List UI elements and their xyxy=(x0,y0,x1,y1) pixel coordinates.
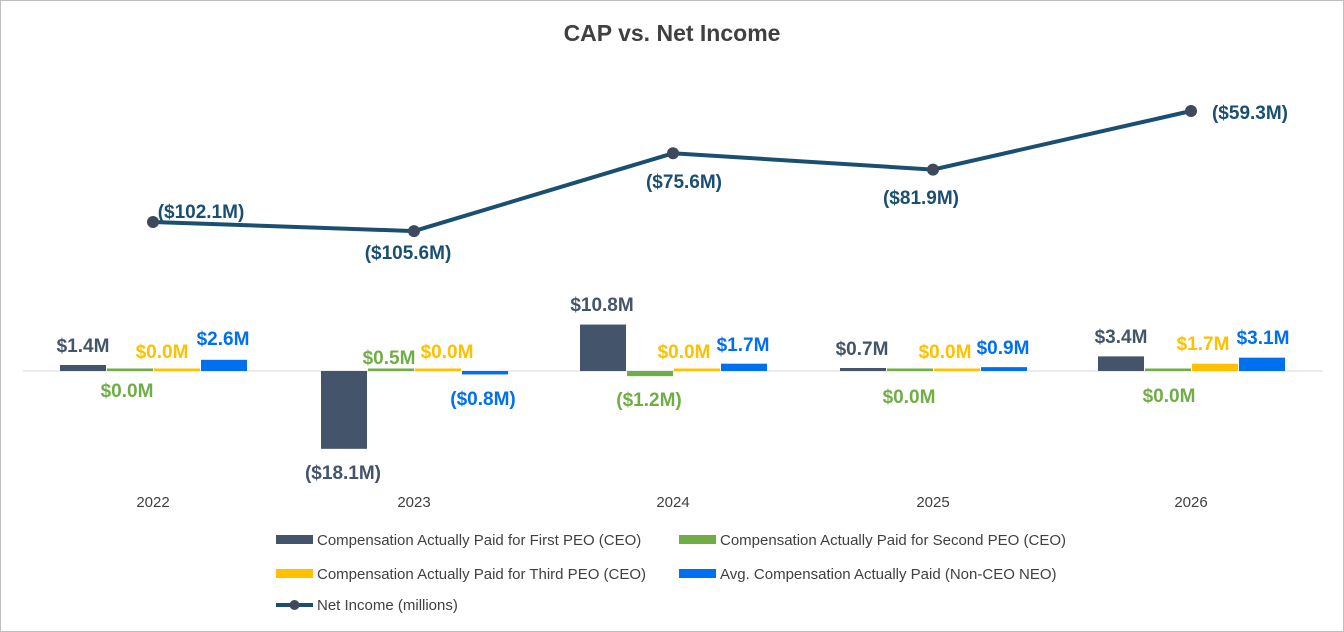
legend-swatch-3 xyxy=(276,569,313,578)
legend-swatch-2 xyxy=(679,535,716,544)
data-label-series1-2026: $3.4M xyxy=(1095,327,1148,348)
bar-series3-2026 xyxy=(1192,363,1238,371)
data-label-series1-2022: $1.4M xyxy=(57,336,110,357)
data-label-series2-2024: ($1.2M) xyxy=(616,390,681,411)
data-label-series2-2025: $0.0M xyxy=(883,387,936,408)
net-income-point-2025 xyxy=(927,163,939,176)
net-income-label-2024: ($75.6M) xyxy=(646,172,722,193)
bar-series4-2023 xyxy=(462,371,508,375)
data-label-series1-2023: ($18.1M) xyxy=(305,463,381,484)
bar-series2-2026 xyxy=(1145,368,1191,371)
data-label-series2-2022: $0.0M xyxy=(101,381,154,402)
data-label-series2-2026: $0.0M xyxy=(1143,386,1196,407)
legend-line-marker xyxy=(289,600,300,610)
legend-swatch-1 xyxy=(276,535,313,544)
data-label-series3-2025: $0.0M xyxy=(919,342,972,363)
data-label-series3-2023: $0.0M xyxy=(421,342,474,363)
data-label-series4-2026: $3.1M xyxy=(1237,328,1290,349)
chart-title: CAP vs. Net Income xyxy=(564,20,781,46)
bar-series2-2025 xyxy=(887,368,933,371)
x-tick-label-2025: 2025 xyxy=(916,494,949,511)
bar-series4-2024 xyxy=(721,363,767,371)
legend-label-5: Net Income (millions) xyxy=(317,597,458,614)
net-income-point-2022 xyxy=(147,216,159,228)
data-label-series3-2024: $0.0M xyxy=(658,342,711,363)
net-income-label-2025: ($81.9M) xyxy=(883,188,959,209)
data-label-series4-2023: ($0.8M) xyxy=(450,389,515,410)
bar-series1-2023 xyxy=(321,371,367,449)
bar-series2-2024 xyxy=(627,371,673,377)
bar-series1-2025 xyxy=(840,367,886,371)
legend: Compensation Actually Paid for First PEO… xyxy=(276,532,1066,614)
x-tick-label-2026: 2026 xyxy=(1174,494,1207,511)
legend-label-3: Compensation Actually Paid for Third PEO… xyxy=(317,566,646,583)
data-label-series3-2022: $0.0M xyxy=(136,342,189,363)
data-label-series1-2025: $0.7M xyxy=(836,339,889,360)
legend-label-4: Avg. Compensation Actually Paid (Non-CEO… xyxy=(720,566,1057,583)
net-income-label-2023: ($105.6M) xyxy=(365,243,452,264)
line-layer xyxy=(147,105,1197,238)
data-label-series2-2023: $0.5M xyxy=(363,348,416,369)
bar-series4-2026 xyxy=(1239,357,1285,371)
data-labels-layer: $1.4M($18.1M)$10.8M$0.7M$3.4M$0.0M$0.5M(… xyxy=(57,103,1290,484)
bar-series1-2022 xyxy=(60,364,106,371)
legend-label-1: Compensation Actually Paid for First PEO… xyxy=(317,532,641,549)
bar-series4-2022 xyxy=(201,359,247,371)
bar-series3-2025 xyxy=(934,368,980,371)
bar-series2-2022 xyxy=(107,368,153,371)
data-label-series1-2024: $10.8M xyxy=(570,295,633,316)
bar-series4-2025 xyxy=(981,367,1027,371)
data-label-series4-2022: $2.6M xyxy=(197,329,250,350)
x-tick-label-2022: 2022 xyxy=(136,494,169,511)
data-label-series4-2024: $1.7M xyxy=(717,335,770,356)
bar-series1-2026 xyxy=(1098,356,1144,371)
net-income-point-2023 xyxy=(408,225,420,238)
bar-series3-2023 xyxy=(415,368,461,371)
net-income-label-2022: ($102.1M) xyxy=(158,202,245,223)
legend-label-2: Compensation Actually Paid for Second PE… xyxy=(720,532,1066,549)
net-income-point-2024 xyxy=(667,147,679,160)
bar-series1-2024 xyxy=(580,324,626,371)
x-tick-label-2024: 2024 xyxy=(656,494,689,511)
bar-series3-2022 xyxy=(154,368,200,371)
bar-series3-2024 xyxy=(674,368,720,371)
bars-layer xyxy=(60,324,1285,449)
x-tick-label-2023: 2023 xyxy=(397,494,430,511)
net-income-point-2026 xyxy=(1185,105,1197,117)
net-income-label-2026: ($59.3M) xyxy=(1212,103,1288,124)
bar-series2-2023 xyxy=(368,368,414,371)
data-label-series3-2026: $1.7M xyxy=(1177,334,1230,355)
data-label-series4-2025: $0.9M xyxy=(977,338,1030,359)
legend-swatch-4 xyxy=(679,569,716,578)
x-axis-ticks: 2022 2023 2024 2025 2026 xyxy=(136,494,1207,511)
